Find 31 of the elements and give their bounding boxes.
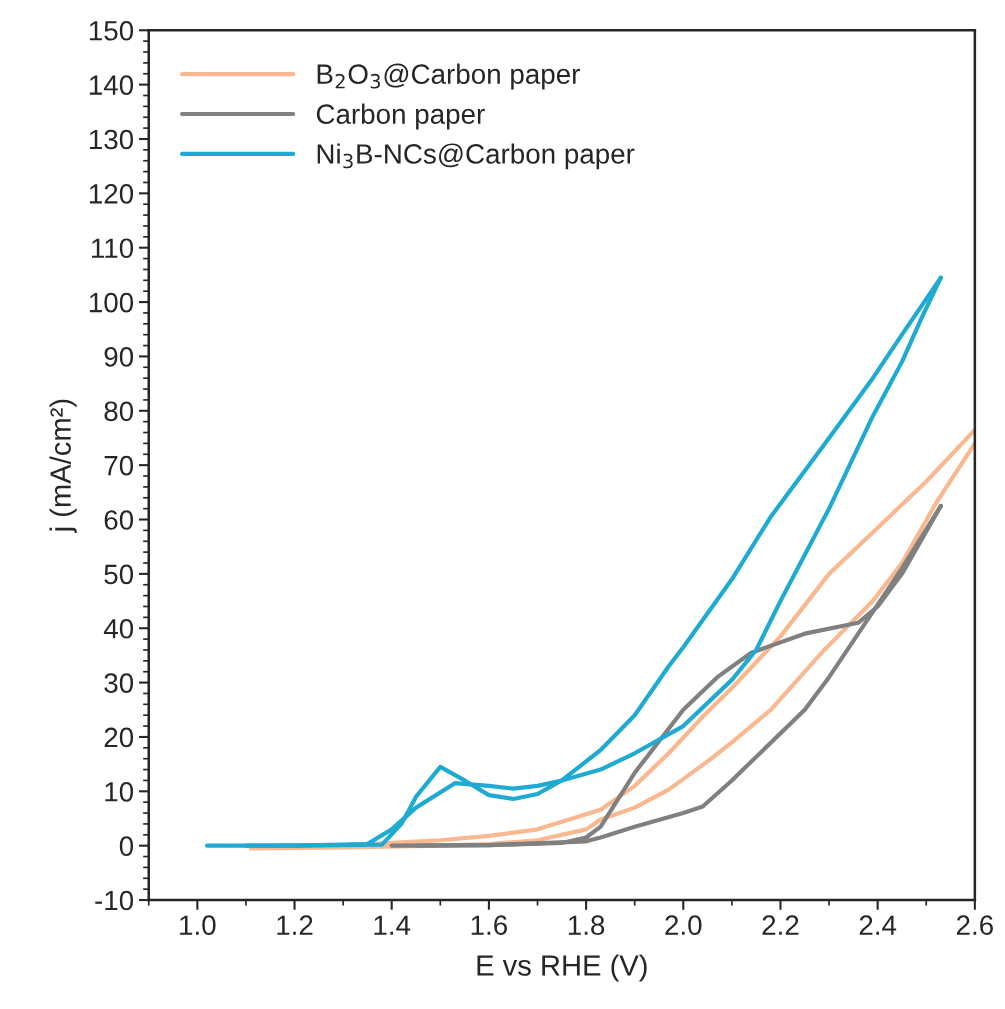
y-tick-label: 30 bbox=[104, 673, 134, 693]
y-tick-label: 0 bbox=[119, 836, 134, 857]
x-tick-label: 2.6 bbox=[956, 915, 993, 936]
x-tick-label: 1.6 bbox=[471, 915, 507, 936]
legend-label: B$_{2}$O$_{3}$@Carbon paper bbox=[317, 63, 580, 90]
y-tick-label: 90 bbox=[104, 347, 134, 367]
x-axis-title: E vs RHE (V) bbox=[477, 954, 647, 982]
y-tick-label: 50 bbox=[104, 564, 134, 585]
y-tick-label: 40 bbox=[103, 618, 134, 639]
x-tick-label: 1.0 bbox=[180, 915, 216, 936]
y-tick-label: 70 bbox=[104, 455, 134, 476]
x-tick-label: 1.8 bbox=[568, 915, 605, 936]
y-tick-label: -10 bbox=[95, 890, 134, 911]
legend-label: Ni$_{3}$B-NCs@Carbon paper bbox=[317, 143, 635, 170]
y-axis-title: j (mA/cm²) bbox=[49, 399, 77, 534]
x-tick-label: 1.2 bbox=[277, 915, 313, 935]
y-tick-label: 10 bbox=[105, 781, 134, 802]
x-tick-label: 2.2 bbox=[762, 915, 799, 935]
x-tick-label: 2.4 bbox=[859, 915, 897, 935]
y-tick-label: 110 bbox=[91, 238, 134, 259]
x-tick-label: 2.0 bbox=[665, 915, 702, 936]
legend-label: Carbon paper bbox=[316, 103, 485, 130]
y-tick-label: 130 bbox=[89, 129, 134, 150]
x-tick-label: 1.4 bbox=[374, 915, 411, 935]
y-tick-label: 60 bbox=[104, 510, 134, 530]
y-tick-label: 150 bbox=[89, 20, 134, 41]
y-tick-label: 80 bbox=[104, 401, 134, 422]
y-tick-label: 120 bbox=[89, 184, 134, 204]
y-tick-label: 100 bbox=[89, 292, 134, 313]
y-tick-label: 140 bbox=[89, 75, 134, 95]
y-tick-label: 20 bbox=[104, 727, 134, 748]
